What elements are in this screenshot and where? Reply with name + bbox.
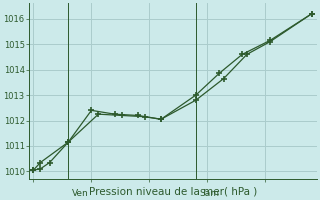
Text: Ven: Ven [72,189,88,198]
X-axis label: Pression niveau de la mer( hPa ): Pression niveau de la mer( hPa ) [89,186,257,196]
Text: Sam: Sam [199,189,219,198]
